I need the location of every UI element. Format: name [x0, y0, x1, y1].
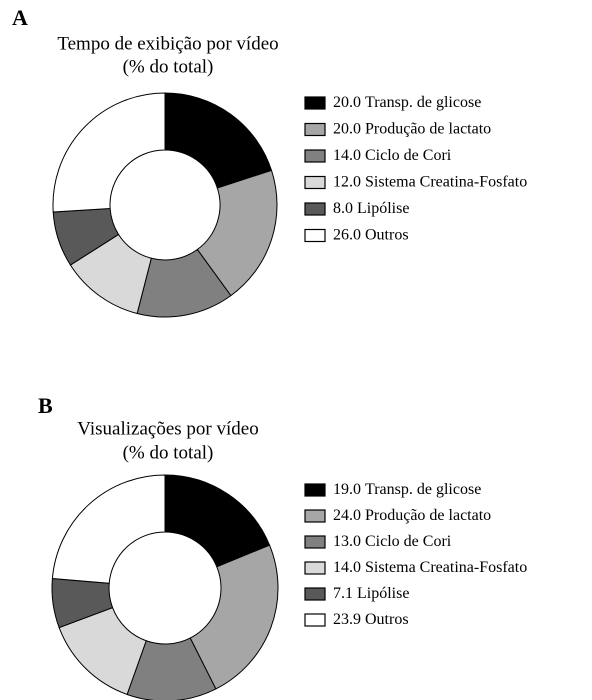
- legend-label: Sistema Creatina-Fosfato: [365, 173, 527, 190]
- legend-label: Lipólise: [357, 200, 409, 217]
- legend-swatch: [304, 175, 326, 190]
- legend-value: 7.1: [333, 585, 353, 602]
- legend-value: 23.9: [333, 611, 361, 628]
- legend-value: 14.0: [333, 559, 361, 576]
- legend-label: Transp. de glicose: [365, 481, 481, 498]
- chart-title: Tempo de exibição por vídeo: [57, 33, 278, 54]
- legend-swatch: [304, 483, 326, 497]
- chart-subtitle: (% do total): [123, 442, 214, 463]
- legend-entry: 7.1 Lipólise: [333, 585, 409, 602]
- legend-swatch: [304, 509, 326, 523]
- legend-label: Produção de lactato: [365, 120, 491, 137]
- legend-entry: 20.0 Produção de lactato: [333, 120, 491, 137]
- legend-entry: 26.0 Outros: [333, 226, 409, 243]
- donut-segment: [164, 92, 273, 189]
- legend-swatch: [304, 228, 326, 243]
- legend-value: 20.0: [333, 120, 361, 137]
- legend-value: 8.0: [333, 200, 353, 217]
- legend-entry: 14.0 Sistema Creatina-Fosfato: [333, 559, 527, 576]
- donut-segment: [164, 474, 271, 568]
- legend-swatch: [304, 587, 326, 601]
- legend-entry: 19.0 Transp. de glicose: [333, 481, 481, 498]
- legend-swatch: [304, 561, 326, 575]
- donut-segment: [52, 92, 166, 213]
- donut-segment: [51, 474, 166, 584]
- legend-label: Ciclo de Cori: [365, 533, 452, 550]
- legend-value: 12.0: [333, 173, 361, 190]
- legend-entry: 12.0 Sistema Creatina-Fosfato: [333, 173, 527, 190]
- legend-swatch: [304, 202, 326, 216]
- legend-label: Produção de lactato: [365, 507, 491, 524]
- legend-label: Lipólise: [357, 585, 409, 602]
- legend-value: 13.0: [333, 533, 361, 550]
- legend-swatch: [304, 535, 326, 549]
- legend-entry: 14.0 Ciclo de Cori: [333, 147, 452, 164]
- panel-label: B: [38, 393, 53, 418]
- donut-segment: [189, 544, 279, 690]
- legend-value: 26.0: [333, 226, 361, 243]
- legend-entry: 23.9 Outros: [333, 611, 409, 628]
- legend-entry: 13.0 Ciclo de Cori: [333, 533, 452, 550]
- legend-value: 19.0: [333, 481, 361, 498]
- legend-entry: 20.0 Transp. de glicose: [333, 94, 481, 111]
- legend-label: Outros: [365, 226, 409, 243]
- chart-title: Visualizações por vídeo: [77, 418, 258, 439]
- panel-label: A: [12, 5, 28, 30]
- legend-label: Outros: [365, 611, 409, 628]
- legend-swatch: [304, 613, 326, 627]
- chart-subtitle: (% do total): [123, 56, 214, 77]
- legend-value: 14.0: [333, 147, 361, 164]
- legend-value: 24.0: [333, 507, 361, 524]
- legend-swatch: [304, 96, 326, 110]
- legend-label: Transp. de glicose: [365, 94, 481, 111]
- legend-label: Sistema Creatina-Fosfato: [365, 559, 527, 576]
- legend-value: 20.0: [333, 94, 361, 111]
- legend-entry: 8.0 Lipólise: [333, 200, 409, 217]
- legend-swatch: [304, 122, 326, 137]
- legend-entry: 24.0 Produção de lactato: [333, 507, 491, 524]
- legend-swatch: [304, 149, 326, 163]
- legend-label: Ciclo de Cori: [365, 147, 452, 164]
